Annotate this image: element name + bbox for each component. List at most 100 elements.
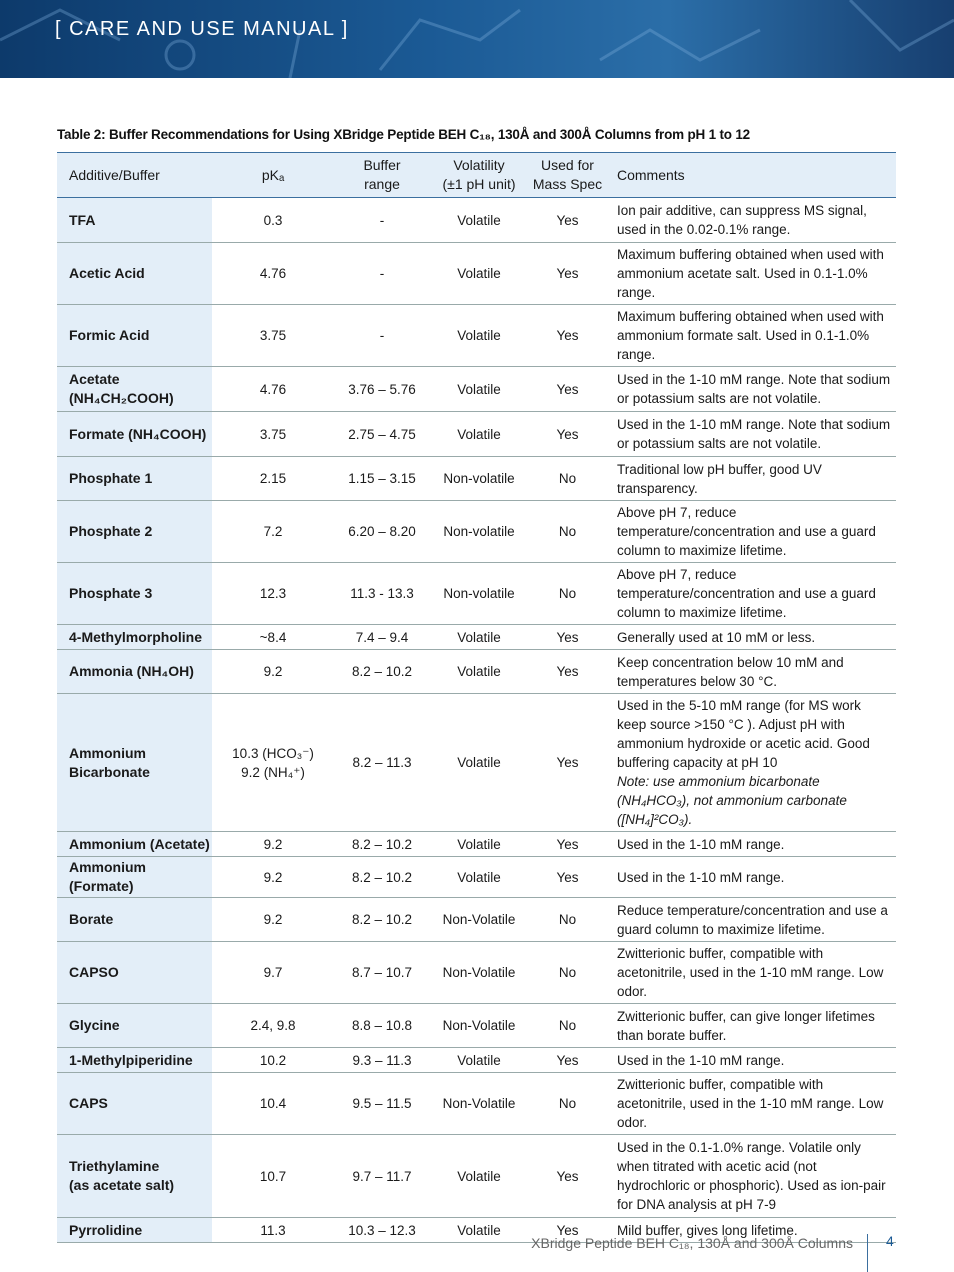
- table-body: TFA 0.3- Volatile Yes Ion pair additive, can…: [57, 197, 896, 1243]
- additive-cell: Ammonium (Acetate): [57, 831, 212, 857]
- additive-cell: Ammonia (NH₄OH): [57, 649, 212, 694]
- table-row: TFA 0.3- Volatile Yes Ion pair additive, can…: [57, 197, 896, 243]
- mass-spec-cell: No: [528, 1003, 607, 1048]
- additive-cell: Triethylamine (as acetate salt): [57, 1134, 212, 1218]
- pka-cell: 10.7: [212, 1134, 334, 1218]
- additive-cell: Phosphate 2: [57, 500, 212, 563]
- comment-cell: Used in the 1-10 mM range. Note that sod…: [607, 411, 896, 457]
- table-row: Ammonium (Formate) 9.2 8.2 – 10.2 Volatile Y…: [57, 856, 896, 898]
- comment-text: Used in the 1-10 mM range.: [617, 869, 785, 885]
- pka-cell: 3.75: [212, 411, 334, 457]
- page-number: 4: [886, 1233, 894, 1249]
- volatility-cell: Non-Volatile: [430, 1003, 528, 1048]
- comment-cell: Zwitterionic buffer, can give longer lif…: [607, 1003, 896, 1048]
- table-row: CAPSO 9.7 8.7 – 10.7 Non-Volatile No Zwitteri…: [57, 941, 896, 1004]
- table-row: Phosphate 2 7.2 6.20 – 8.20 Non-volatile No A…: [57, 500, 896, 563]
- mass-spec-cell: Yes: [528, 649, 607, 694]
- comment-cell: Keep concentration below 10 mM and tempe…: [607, 649, 896, 694]
- volatility-cell: Volatile: [430, 411, 528, 457]
- comment-text: Used in the 1-10 mM range. Note that sod…: [617, 372, 891, 406]
- comment-text: Ion pair additive, can suppress MS signa…: [617, 203, 867, 237]
- table-row: Glycine 2.4, 9.8 8.8 – 10.8 Non-Volatile No Z…: [57, 1003, 896, 1048]
- table-row: Ammonium Bicarbonate 10.3 (HCO₃⁻) 9.2 (NH…: [57, 693, 896, 832]
- header-row: Additive/Buffer pKₐ Buffer range Volatility…: [57, 152, 896, 198]
- range-cell: 2.75 – 4.75: [334, 411, 430, 457]
- comment-note: Note: use ammonium bicarbonate (NH₄HCO₃)…: [617, 774, 847, 827]
- comment-cell: Maximum buffering obtained when used wit…: [607, 304, 896, 367]
- volatility-cell: Volatile: [430, 624, 528, 650]
- mass-spec-cell: Yes: [528, 197, 607, 243]
- volatility-cell: Non-Volatile: [430, 941, 528, 1004]
- pka-cell: 9.7: [212, 941, 334, 1004]
- table-row: Formate (NH₄COOH) 3.75 2.75 – 4.75 Volatile…: [57, 411, 896, 457]
- table-row: Phosphate 3 12.3 11.3 - 13.3 Non-volatile No…: [57, 562, 896, 625]
- additive-cell: Formic Acid: [57, 304, 212, 367]
- comment-text: Above pH 7, reduce temperature/concentra…: [617, 567, 876, 620]
- range-cell: 7.4 – 9.4: [334, 624, 430, 650]
- pka-cell: 9.2: [212, 856, 334, 898]
- range-cell: 9.3 – 11.3: [334, 1047, 430, 1073]
- mass-spec-cell: Yes: [528, 1217, 607, 1243]
- mass-spec-cell: Yes: [528, 366, 607, 412]
- pka-cell: 2.4, 9.8: [212, 1003, 334, 1048]
- volatility-cell: Volatile: [430, 197, 528, 243]
- column-header: Used for Mass Spec: [528, 152, 607, 198]
- pka-cell: 9.2: [212, 897, 334, 942]
- additive-cell: Formate (NH₄COOH): [57, 411, 212, 457]
- comment-text: Maximum buffering obtained when used wit…: [617, 247, 884, 300]
- pka-cell: 7.2: [212, 500, 334, 563]
- pka-cell: 11.3: [212, 1217, 334, 1243]
- mass-spec-cell: No: [528, 456, 607, 501]
- comment-text: Zwitterionic buffer, compatible with ace…: [617, 1077, 884, 1130]
- additive-cell: Pyrrolidine: [57, 1217, 212, 1243]
- additive-cell: Ammonium Bicarbonate: [57, 693, 212, 832]
- table-row: Formic Acid 3.75- Volatile Yes Maximum buffe…: [57, 304, 896, 367]
- buffer-table: Additive/Buffer pKₐ Buffer range Volatility…: [57, 152, 896, 1243]
- comment-text: Used in the 1-10 mM range.: [617, 836, 785, 852]
- range-cell: 8.2 – 11.3: [334, 693, 430, 832]
- range-cell: 6.20 – 8.20: [334, 500, 430, 563]
- column-header: Comments: [607, 152, 896, 198]
- volatility-cell: Volatile: [430, 1047, 528, 1073]
- table-row: Triethylamine (as acetate salt) 10.7 9.7 –…: [57, 1134, 896, 1218]
- comment-cell: Reduce temperature/concentration and use…: [607, 897, 896, 942]
- pka-cell: 0.3: [212, 197, 334, 243]
- volatility-cell: Volatile: [430, 693, 528, 832]
- table-row: CAPS 10.4 9.5 – 11.5 Non-Volatile No Zwitteri…: [57, 1072, 896, 1135]
- additive-cell: Borate: [57, 897, 212, 942]
- additive-cell: Acetic Acid: [57, 242, 212, 305]
- mass-spec-cell: Yes: [528, 693, 607, 832]
- range-cell: 9.5 – 11.5: [334, 1072, 430, 1135]
- volatility-cell: Non-Volatile: [430, 897, 528, 942]
- table-row: Acetate (NH₄CH₂COOH) 4.76 3.76 – 5.76 Volat…: [57, 366, 896, 412]
- volatility-cell: Volatile: [430, 1134, 528, 1218]
- volatility-cell: Volatile: [430, 856, 528, 898]
- mass-spec-cell: Yes: [528, 856, 607, 898]
- range-cell: 10.3 – 12.3: [334, 1217, 430, 1243]
- table-row: Pyrrolidine 11.3 10.3 – 12.3 Volatile Yes Mil…: [57, 1217, 896, 1243]
- mass-spec-cell: No: [528, 1072, 607, 1135]
- table-caption: Table 2: Buffer Recommendations for Usin…: [57, 127, 750, 142]
- range-cell: 9.7 – 11.7: [334, 1134, 430, 1218]
- mass-spec-cell: No: [528, 941, 607, 1004]
- comment-text: Zwitterionic buffer, can give longer lif…: [617, 1008, 875, 1043]
- comment-text: Used in the 0.1-1.0% range. Volatile onl…: [617, 1140, 886, 1212]
- pka-cell: 9.2: [212, 831, 334, 857]
- comment-text: Used in the 1-10 mM range. Note that sod…: [617, 417, 891, 451]
- mass-spec-cell: Yes: [528, 304, 607, 367]
- comment-cell: Generally used at 10 mM or less.: [607, 624, 896, 650]
- volatility-cell: Volatile: [430, 1217, 528, 1243]
- banner: [ CARE AND USE MANUAL ]: [0, 0, 954, 78]
- volatility-cell: Volatile: [430, 242, 528, 305]
- mass-spec-cell: Yes: [528, 831, 607, 857]
- mass-spec-cell: No: [528, 897, 607, 942]
- mass-spec-cell: No: [528, 562, 607, 625]
- volatility-cell: Volatile: [430, 304, 528, 367]
- comment-text: Used in the 1-10 mM range.: [617, 1052, 785, 1068]
- comment-cell: Ion pair additive, can suppress MS signa…: [607, 197, 896, 243]
- table-row: Borate 9.2 8.2 – 10.2 Non-Volatile No Reduce …: [57, 897, 896, 942]
- table-row: Ammonium (Acetate) 9.2 8.2 – 10.2 Volatile Y…: [57, 831, 896, 857]
- comment-cell: Above pH 7, reduce temperature/concentra…: [607, 562, 896, 625]
- comment-text: Reduce temperature/concentration and use…: [617, 902, 888, 937]
